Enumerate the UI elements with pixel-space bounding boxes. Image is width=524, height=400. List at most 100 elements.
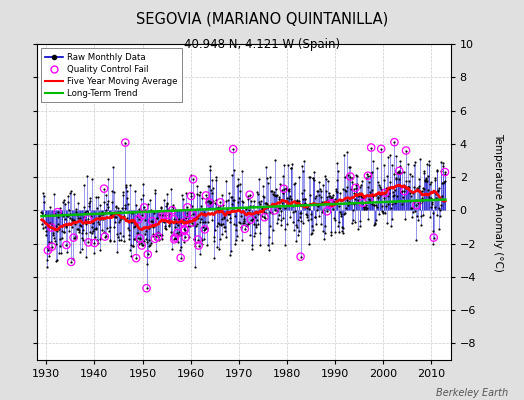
Point: [110, 238, 118, 244]
Point: [362, 174, 370, 181]
Point: [129, 236, 138, 242]
Point: [161, 212, 169, 219]
Point: [355, 192, 363, 198]
Point: [47, 247, 55, 254]
Point: [209, 185, 217, 191]
Point: [421, 176, 430, 182]
Point: [340, 152, 348, 159]
Point: [137, 208, 146, 214]
Point: [270, 207, 279, 214]
Point: [214, 204, 222, 210]
Point: [99, 216, 107, 222]
Point: [137, 196, 145, 202]
Point: [208, 216, 216, 223]
Point: [187, 171, 195, 178]
Point: [314, 188, 322, 194]
Point: [252, 209, 260, 216]
Point: [96, 247, 105, 254]
Point: [354, 226, 362, 232]
Point: [350, 201, 358, 207]
Point: [153, 215, 161, 221]
Point: [64, 199, 72, 205]
Point: [158, 236, 167, 242]
Point: [315, 192, 324, 198]
Point: [120, 212, 128, 219]
Point: [309, 227, 317, 234]
Point: [100, 228, 108, 235]
Point: [150, 210, 158, 217]
Point: [260, 208, 268, 215]
Point: [286, 196, 294, 203]
Point: [394, 168, 402, 175]
Point: [216, 199, 225, 206]
Point: [307, 211, 315, 218]
Point: [61, 201, 69, 207]
Point: [352, 182, 360, 188]
Point: [52, 258, 61, 264]
Point: [155, 211, 163, 217]
Point: [287, 165, 295, 171]
Point: [62, 242, 71, 248]
Point: [294, 174, 303, 181]
Point: [41, 227, 50, 234]
Point: [273, 192, 281, 199]
Point: [292, 238, 300, 244]
Point: [285, 186, 293, 192]
Point: [182, 213, 191, 219]
Point: [138, 242, 146, 249]
Point: [111, 214, 119, 220]
Point: [373, 204, 381, 210]
Point: [219, 221, 227, 227]
Point: [309, 175, 317, 182]
Point: [275, 194, 283, 201]
Point: [381, 190, 389, 196]
Point: [99, 227, 107, 234]
Point: [276, 180, 284, 187]
Point: [342, 205, 351, 211]
Point: [100, 186, 108, 192]
Point: [340, 211, 348, 218]
Point: [360, 206, 368, 212]
Point: [223, 208, 232, 215]
Point: [194, 242, 203, 249]
Point: [244, 196, 252, 202]
Point: [194, 236, 202, 243]
Point: [284, 187, 292, 194]
Point: [52, 223, 60, 229]
Point: [434, 188, 442, 194]
Point: [45, 253, 53, 259]
Point: [50, 212, 59, 218]
Point: [383, 172, 391, 179]
Point: [163, 191, 172, 197]
Point: [248, 246, 257, 252]
Point: [343, 184, 352, 190]
Point: [199, 219, 208, 226]
Point: [312, 202, 321, 208]
Point: [247, 216, 255, 223]
Point: [241, 226, 249, 232]
Point: [145, 243, 153, 250]
Point: [280, 204, 289, 211]
Point: [128, 243, 137, 249]
Point: [237, 213, 245, 220]
Point: [118, 205, 126, 211]
Point: [180, 226, 189, 232]
Point: [159, 208, 167, 214]
Point: [423, 161, 431, 167]
Point: [171, 234, 179, 241]
Point: [428, 201, 436, 207]
Point: [123, 214, 132, 221]
Point: [113, 248, 122, 255]
Point: [368, 200, 376, 207]
Point: [397, 188, 406, 195]
Point: [123, 194, 131, 201]
Point: [257, 198, 266, 204]
Point: [302, 214, 311, 220]
Point: [418, 198, 426, 204]
Point: [80, 182, 88, 188]
Point: [213, 244, 221, 250]
Point: [409, 208, 417, 215]
Point: [263, 175, 271, 182]
Point: [253, 189, 261, 196]
Point: [215, 236, 224, 242]
